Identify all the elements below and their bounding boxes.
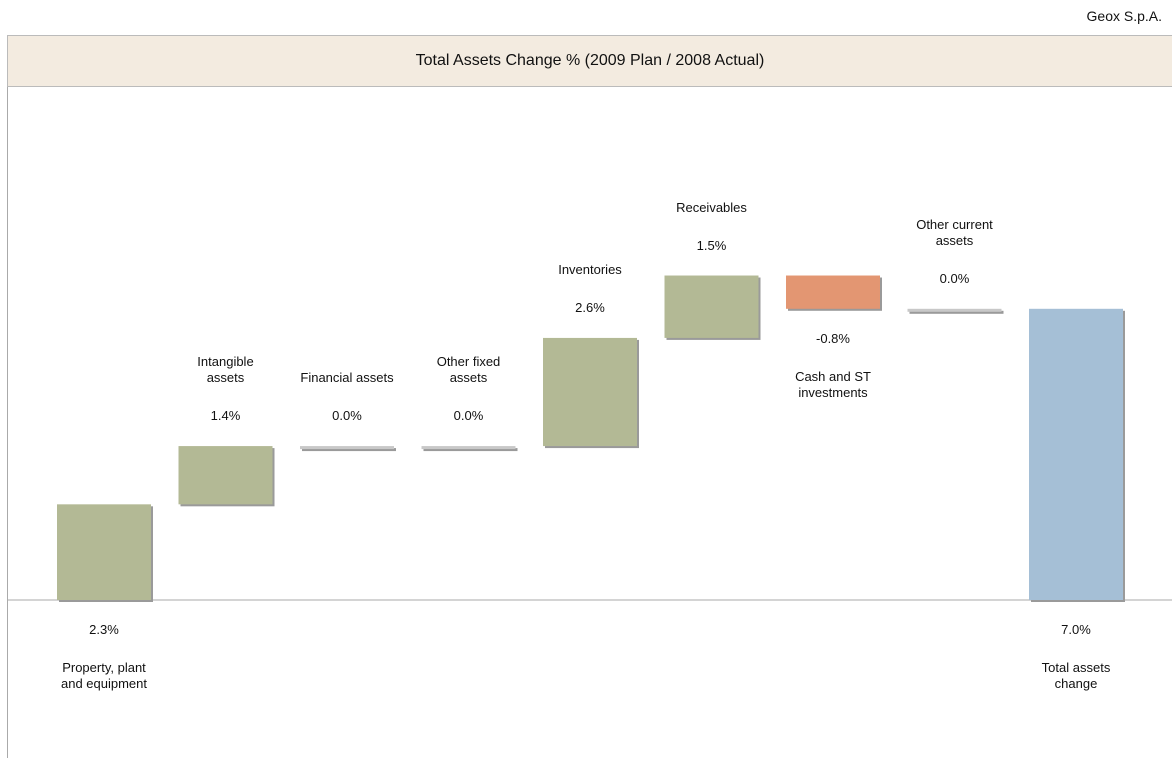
company: Geox S.p.A. [1086,8,1162,24]
category-label: Intangible assets [197,354,254,386]
bar [786,275,880,309]
bar [543,337,637,447]
label-group: Other fixed assets 0.0% [421,354,517,424]
bar-shadow [302,448,396,452]
value-label: 1.5% [696,237,727,253]
label-group: -0.8% Cash and ST investments [785,331,881,401]
category-label: Property, plant and equipment [60,660,147,691]
category-label: Inventories [558,261,622,277]
value-label: 0.0% [453,408,484,424]
bar [421,446,516,450]
label-group: 2.3% Property, plant and equipment [56,622,152,692]
frame-line [7,87,8,758]
bar-shadow [909,310,1004,314]
value-label: 7.0% [1061,622,1091,637]
bar [907,308,1002,312]
label-group: Intangible assets 1.4% [178,354,274,424]
category-label: Financial assets [300,370,394,386]
bar [57,504,151,600]
label-group: Inventories 2.6% [542,262,638,316]
label-group: Other current assets 0.0% [907,217,1003,287]
label-group: Financial assets 0.0% [299,370,395,424]
label-group: 7.0% Total assets change [1028,622,1124,692]
bar [300,446,394,450]
value-label: 1.4% [210,408,241,424]
category-label: Other current assets [916,216,993,248]
value-label: 2.6% [575,299,605,315]
category-label: Other fixed assets [436,354,501,386]
bar [178,446,273,505]
value-label: 2.3% [89,622,119,637]
value-label: 0.0% [939,270,970,286]
chart-title: Total Assets Change % (2009 Plan / 2008 … [7,35,1172,87]
category-label: Total assets change [1041,660,1111,691]
bar [664,275,759,338]
category-label: Receivables [676,199,747,215]
value-label: -0.8% [816,330,850,346]
value-label: 0.0% [332,408,362,424]
category-label: Cash and ST investments [795,368,871,400]
bar [1029,308,1123,600]
label-group: Receivables 1.5% [664,200,760,254]
bar-shadow [423,448,518,452]
